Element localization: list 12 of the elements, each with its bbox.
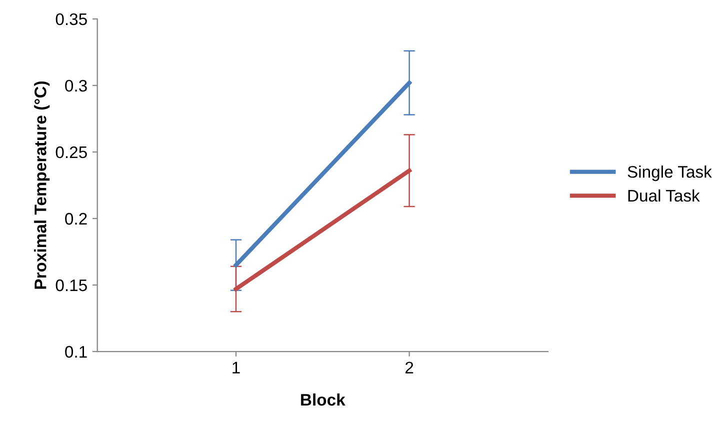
- y-tick-label: 0.1: [65, 346, 87, 358]
- y-axis-title: Proximal Temperature (°C): [34, 81, 50, 289]
- legend-label: Dual Task: [628, 189, 700, 202]
- y-tick-label: 0.2: [65, 212, 87, 225]
- y-tick-label: 0.25: [56, 146, 87, 158]
- x-tick-label: 2: [406, 362, 414, 374]
- legend-label: Single Task: [628, 166, 712, 182]
- y-tick-label: 0.3: [65, 80, 87, 92]
- x-axis-title: Block: [301, 393, 346, 406]
- y-tick-label: 0.35: [56, 13, 87, 26]
- y-tick-label: 0.15: [56, 279, 87, 292]
- x-tick-label: 1: [232, 362, 240, 374]
